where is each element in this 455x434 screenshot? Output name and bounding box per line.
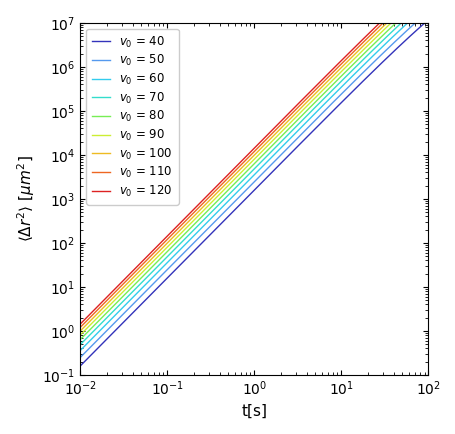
Line: $v_0$ = 70: $v_0$ = 70: [80, 0, 428, 345]
Line: $v_0$ = 120: $v_0$ = 120: [80, 0, 428, 324]
$v_0$ = 110: [265, 134, 271, 139]
$v_0$ = 120: [265, 131, 271, 136]
$v_0$ = 120: [362, 34, 368, 39]
$v_0$ = 60: [77, 348, 83, 353]
$v_0$ = 60: [416, 9, 422, 14]
X-axis label: t[s]: t[s]: [241, 404, 267, 419]
$v_0$ = 60: [425, 2, 430, 7]
$v_0$ = 40: [243, 196, 248, 201]
Line: $v_0$ = 100: $v_0$ = 100: [80, 0, 428, 331]
$v_0$ = 120: [284, 112, 290, 117]
$v_0$ = 40: [416, 24, 422, 30]
$v_0$ = 60: [243, 181, 248, 186]
$v_0$ = 110: [362, 37, 368, 43]
$v_0$ = 60: [265, 158, 271, 163]
$v_0$ = 80: [244, 168, 250, 173]
Line: $v_0$ = 60: $v_0$ = 60: [80, 4, 428, 350]
$v_0$ = 90: [77, 332, 83, 338]
$v_0$ = 70: [425, 0, 430, 1]
$v_0$ = 50: [362, 67, 368, 72]
$v_0$ = 70: [362, 55, 368, 60]
$v_0$ = 100: [77, 329, 83, 334]
$v_0$ = 90: [243, 165, 248, 171]
$v_0$ = 70: [244, 173, 250, 178]
$v_0$ = 100: [284, 119, 290, 124]
$v_0$ = 70: [77, 342, 83, 347]
$v_0$ = 110: [243, 158, 248, 163]
$v_0$ = 90: [265, 142, 271, 147]
$v_0$ = 40: [244, 194, 250, 199]
Line: $v_0$ = 80: $v_0$ = 80: [80, 0, 428, 339]
$v_0$ = 100: [362, 41, 368, 46]
$v_0$ = 80: [416, 0, 422, 3]
Line: $v_0$ = 110: $v_0$ = 110: [80, 0, 428, 327]
$v_0$ = 90: [244, 163, 250, 168]
$v_0$ = 50: [77, 355, 83, 360]
Line: $v_0$ = 50: $v_0$ = 50: [80, 11, 428, 358]
$v_0$ = 120: [77, 321, 83, 326]
Legend: $v_0$ = 40, $v_0$ = 50, $v_0$ = 60, $v_0$ = 70, $v_0$ = 80, $v_0$ = 90, $v_0$ = : $v_0$ = 40, $v_0$ = 50, $v_0$ = 60, $v_0…: [86, 29, 178, 205]
$v_0$ = 70: [284, 132, 290, 138]
$v_0$ = 120: [244, 152, 250, 157]
$v_0$ = 60: [284, 138, 290, 144]
$v_0$ = 80: [362, 49, 368, 55]
$v_0$ = 80: [77, 337, 83, 342]
$v_0$ = 80: [265, 146, 271, 151]
$v_0$ = 40: [425, 17, 430, 22]
$v_0$ = 110: [284, 115, 290, 121]
Line: $v_0$ = 40: $v_0$ = 40: [80, 20, 428, 366]
$v_0$ = 50: [265, 164, 271, 170]
$v_0$ = 110: [77, 325, 83, 330]
Y-axis label: $\langle \Delta r^2 \rangle$ [$\mu m^2$]: $\langle \Delta r^2 \rangle$ [$\mu m^2$]: [15, 155, 36, 242]
$v_0$ = 40: [265, 173, 271, 178]
$v_0$ = 60: [362, 60, 368, 66]
$v_0$ = 70: [416, 3, 422, 8]
$v_0$ = 90: [284, 123, 290, 128]
$v_0$ = 70: [265, 151, 271, 157]
$v_0$ = 50: [284, 145, 290, 151]
$v_0$ = 50: [243, 187, 248, 193]
$v_0$ = 60: [244, 178, 250, 184]
$v_0$ = 50: [425, 9, 430, 14]
Line: $v_0$ = 90: $v_0$ = 90: [80, 0, 428, 335]
$v_0$ = 50: [244, 185, 250, 191]
$v_0$ = 40: [284, 154, 290, 159]
$v_0$ = 40: [77, 363, 83, 368]
$v_0$ = 110: [244, 155, 250, 161]
$v_0$ = 80: [243, 170, 248, 175]
$v_0$ = 100: [244, 159, 250, 164]
$v_0$ = 100: [243, 161, 248, 166]
$v_0$ = 90: [362, 45, 368, 50]
$v_0$ = 70: [243, 175, 248, 180]
$v_0$ = 50: [416, 16, 422, 21]
$v_0$ = 40: [362, 76, 368, 81]
$v_0$ = 120: [243, 154, 248, 159]
$v_0$ = 80: [284, 128, 290, 133]
$v_0$ = 100: [265, 138, 271, 143]
